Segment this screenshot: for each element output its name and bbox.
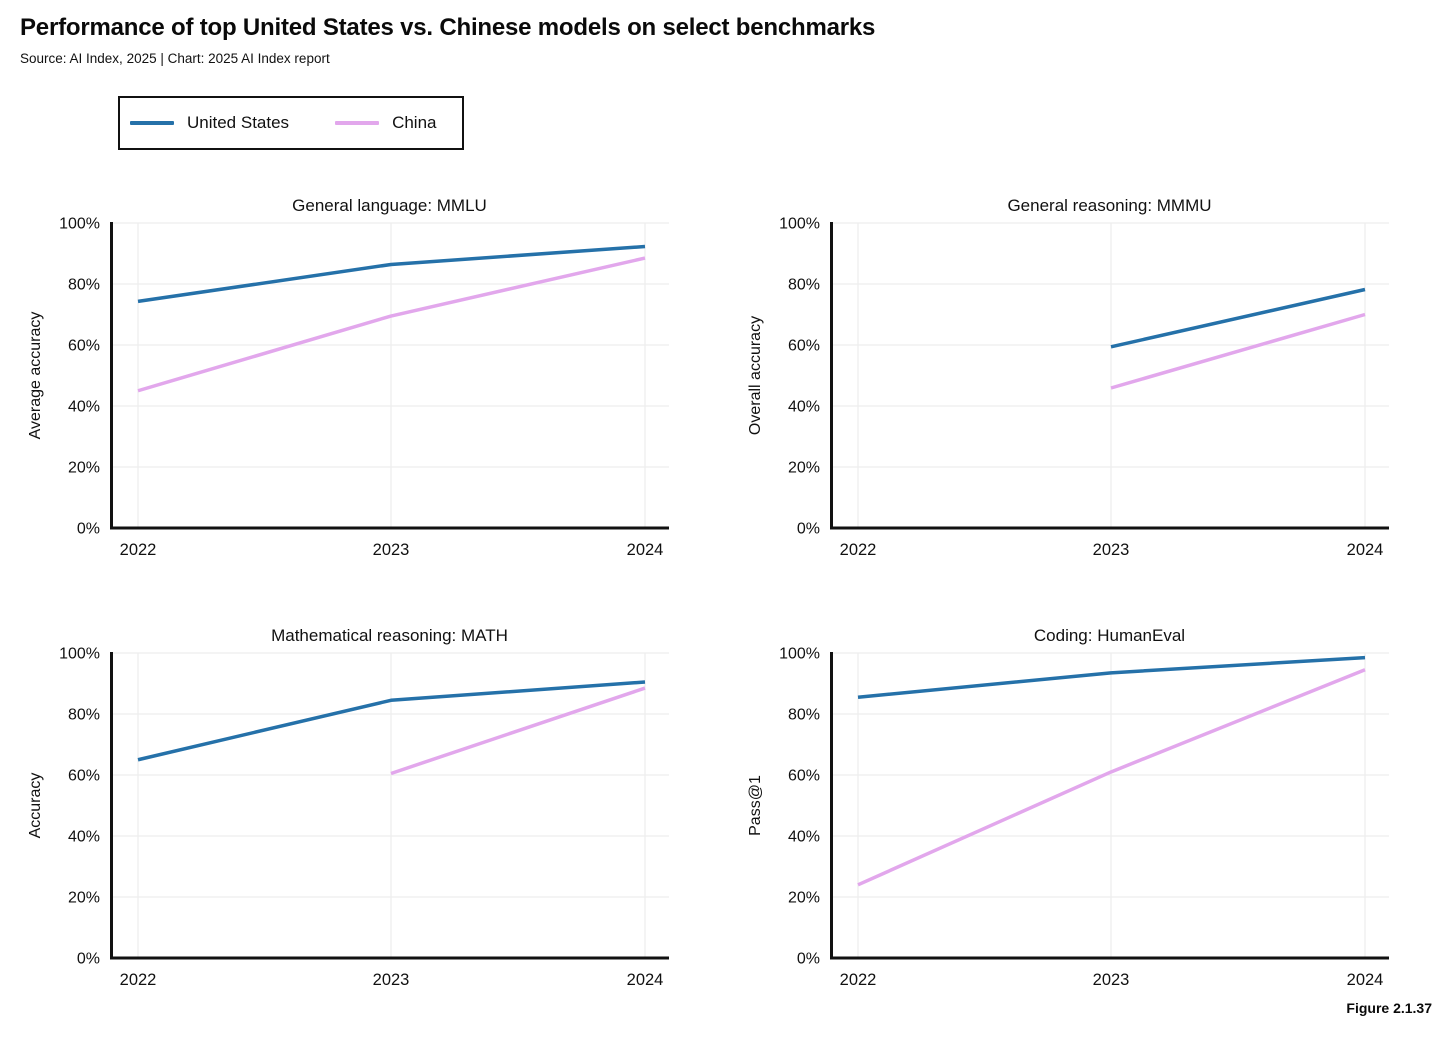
x-tick-label: 2022	[840, 971, 877, 989]
y-tick-label: 80%	[68, 707, 100, 724]
series-line-china	[390, 686, 646, 776]
y-tick-label: 80%	[788, 277, 820, 294]
chart-title: General language: MMLU	[292, 196, 487, 215]
legend-item-united-states: United States	[130, 113, 289, 133]
legend-label-china: China	[392, 113, 437, 132]
y-axis-title: Overall accuracy	[747, 316, 764, 435]
legend-item-china: China	[335, 113, 436, 133]
chart-math: Mathematical reasoning: MATH 0% 20% 40% 60% 8…	[27, 626, 669, 989]
y-tick-label: 20%	[68, 460, 100, 477]
chart-title: General reasoning: MMMU	[1007, 196, 1211, 215]
y-tick-label: 0%	[77, 521, 100, 538]
series-line-china	[137, 256, 646, 393]
x-tick-label: 2024	[627, 971, 664, 989]
series-line-united-states	[137, 680, 646, 762]
y-tick-label: 100%	[779, 646, 820, 663]
header: Performance of top United States vs. Chi…	[0, 0, 1456, 66]
x-tick-label: 2023	[373, 971, 410, 989]
y-tick-label: 60%	[788, 338, 820, 355]
series-line-united-states	[1110, 287, 1366, 349]
y-tick-label: 100%	[59, 216, 100, 233]
y-tick-label: 0%	[77, 951, 100, 968]
series-line-china	[1110, 312, 1366, 390]
china-line-swatch-icon	[335, 121, 380, 125]
x-tick-label: 2024	[1347, 971, 1384, 989]
x-tick-label: 2023	[373, 541, 410, 559]
x-tick-label: 2022	[840, 541, 877, 559]
x-tick-label: 2023	[1093, 541, 1130, 559]
x-tick-label: 2022	[120, 541, 157, 559]
page-title: Performance of top United States vs. Chi…	[20, 14, 876, 41]
y-tick-label: 40%	[68, 829, 100, 846]
x-tick-label: 2023	[1093, 971, 1130, 989]
series-line-united-states	[137, 244, 646, 304]
y-tick-label: 100%	[59, 646, 100, 663]
legend: United States China	[118, 96, 465, 150]
x-tick-label: 2022	[120, 971, 157, 989]
y-tick-label: 80%	[788, 707, 820, 724]
y-tick-label: 80%	[68, 277, 100, 294]
y-axis-title: Average accuracy	[27, 312, 44, 440]
y-tick-label: 40%	[788, 829, 820, 846]
y-tick-label: 100%	[779, 216, 820, 233]
y-tick-label: 60%	[68, 338, 100, 355]
y-tick-label: 20%	[788, 890, 820, 907]
y-tick-label: 0%	[797, 521, 820, 538]
y-tick-label: 60%	[68, 768, 100, 785]
series-line-china	[857, 668, 1366, 887]
y-tick-label: 20%	[68, 890, 100, 907]
us-line-swatch-icon	[130, 121, 174, 125]
charts-grid: General language: MMLU 0% 20% 40% 60% 80% 100%…	[18, 190, 1456, 1003]
chart-title: Coding: HumanEval	[1034, 626, 1185, 645]
chart-mmmu: General reasoning: MMMU 0% 20% 40% 60% 80% 100…	[747, 196, 1389, 559]
chart-mmlu: General language: MMLU 0% 20% 40% 60% 80% 100%…	[27, 196, 669, 559]
y-tick-label: 60%	[788, 768, 820, 785]
page-subtitle: Source: AI Index, 2025 | Chart: 2025 AI …	[20, 51, 330, 66]
chart-humaneval: Coding: HumanEval 0% 20% 40% 60% 80% 100% 2022 2…	[747, 626, 1389, 989]
y-tick-label: 40%	[68, 399, 100, 416]
y-tick-label: 40%	[788, 399, 820, 416]
legend-label-united-states: United States	[187, 113, 290, 132]
x-tick-label: 2024	[627, 541, 664, 559]
y-axis-title: Accuracy	[27, 773, 44, 839]
y-tick-label: 20%	[788, 460, 820, 477]
y-axis-title: Pass@1	[747, 775, 764, 836]
x-tick-label: 2024	[1347, 541, 1384, 559]
y-tick-label: 0%	[797, 951, 820, 968]
series-line-united-states	[857, 655, 1366, 699]
chart-title: Mathematical reasoning: MATH	[271, 626, 508, 645]
figure-caption: Figure 2.1.37	[1346, 1000, 1432, 1016]
